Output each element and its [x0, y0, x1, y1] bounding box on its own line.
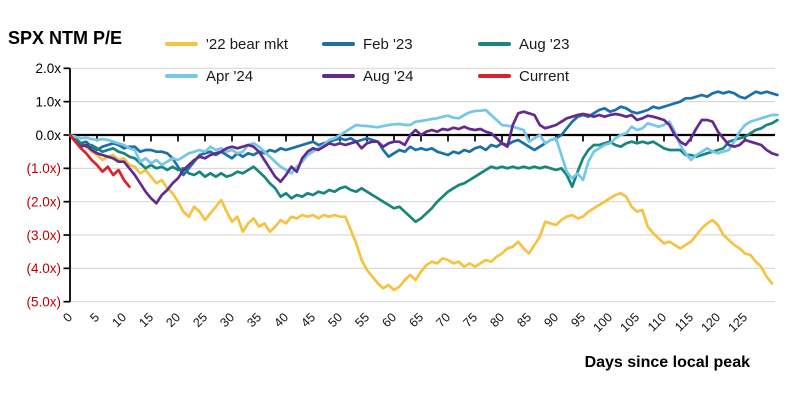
legend-swatch-icon	[478, 41, 511, 47]
legend-item-aug-23: Aug '23	[478, 34, 569, 54]
x-tick-label: 5	[87, 310, 102, 325]
x-tick-label: 60	[379, 310, 399, 330]
y-tick-label: 1.0x	[35, 94, 61, 109]
y-tick-label: (3.0x)	[26, 228, 61, 243]
x-tick-label: 35	[244, 310, 264, 330]
x-tick-label: 10	[109, 310, 129, 330]
legend-label: Apr '24	[206, 67, 254, 85]
x-tick-label: 120	[698, 310, 723, 335]
x-tick-label: 85	[514, 310, 534, 330]
series-line-current	[68, 133, 131, 189]
x-tick-label: 80	[487, 310, 507, 330]
y-tick-label: (2.0x)	[26, 194, 61, 209]
y-tick-label: (5.0x)	[26, 295, 61, 310]
y-tick-label: 2.0x	[35, 61, 61, 76]
legend-item-current: Current	[478, 66, 569, 86]
legend-item-apr-24: Apr '24	[165, 66, 253, 86]
y-tick-label: (1.0x)	[26, 161, 61, 176]
x-tick-label: 125	[725, 310, 750, 335]
x-tick-label: 25	[190, 310, 210, 330]
x-tick-label: 0	[60, 310, 75, 325]
legend-swatch-icon	[322, 41, 355, 47]
y-tick-label: 0.0x	[35, 128, 61, 143]
x-tick-label: 30	[217, 310, 237, 330]
x-tick-label: 45	[298, 310, 318, 330]
legend-item-aug-24: Aug '24	[322, 66, 413, 86]
x-tick-label: 75	[460, 310, 480, 330]
legend-label: '22 bear mkt	[206, 35, 289, 53]
legend-label: Current	[519, 67, 570, 85]
chart-title: SPX NTM P/E	[8, 28, 123, 48]
x-tick-label: 15	[136, 310, 156, 330]
series-line-aug-23	[68, 118, 779, 224]
series-line--22-bear-mkt	[68, 133, 774, 292]
series-line-aug-24	[68, 110, 779, 205]
x-tick-label: 105	[617, 310, 642, 335]
legend-swatch-icon	[322, 73, 355, 79]
x-tick-label: 115	[672, 310, 696, 334]
legend-label: Feb '23	[363, 35, 413, 53]
x-tick-label: 90	[541, 310, 561, 330]
x-tick-label: 20	[163, 310, 183, 330]
legend-swatch-icon	[165, 41, 198, 47]
legend-swatch-icon	[478, 73, 511, 79]
x-tick-label: 100	[590, 310, 615, 335]
y-tick-label: (4.0x)	[26, 261, 61, 276]
legend-item-feb-23: Feb '23	[322, 34, 413, 54]
legend-item--22-bear-mkt: '22 bear mkt	[165, 34, 288, 54]
legend-swatch-icon	[165, 73, 198, 79]
x-tick-label: 65	[406, 310, 426, 330]
x-tick-label: 50	[325, 310, 345, 330]
legend-label: Aug '24	[363, 67, 414, 85]
x-tick-label: 110	[645, 310, 669, 334]
legend: '22 bear mkt Feb '23 Aug '23 Apr '24 Aug '24…	[0, 0, 800, 95]
series-line-apr-24	[68, 108, 779, 182]
x-tick-label: 70	[433, 310, 453, 330]
x-axis-title: Days since local peak	[584, 354, 750, 371]
x-tick-label: 55	[352, 310, 372, 330]
legend-label: Aug '23	[519, 35, 570, 53]
x-tick-label: 95	[568, 310, 588, 330]
series-line-feb-23	[68, 90, 779, 177]
x-tick-label: 40	[271, 310, 291, 330]
